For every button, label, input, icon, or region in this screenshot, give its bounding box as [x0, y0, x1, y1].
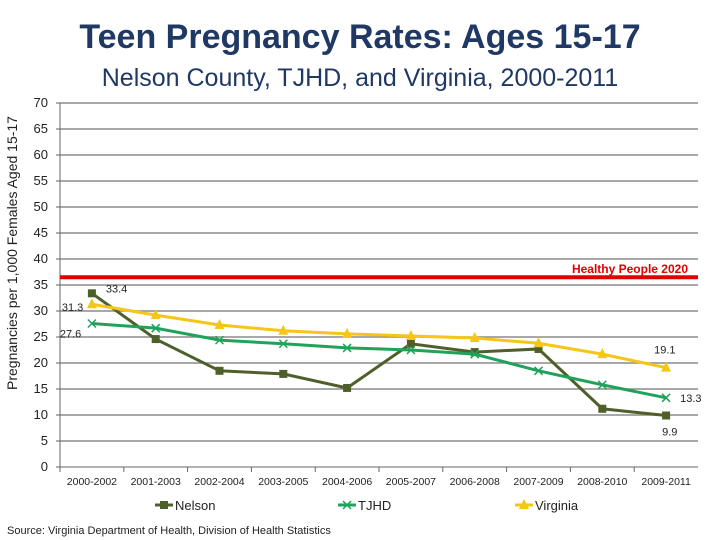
data-label: 33.4 [106, 283, 127, 295]
data-point-nelson [151, 335, 160, 344]
x-tick-label: 2008-2010 [577, 476, 627, 488]
series-line-virginia [91, 302, 667, 370]
data-point-tjhd [87, 318, 97, 329]
data-point-tjhd [470, 349, 480, 359]
y-tick-label: 0 [41, 459, 48, 474]
data-point-tjhd [151, 323, 161, 333]
y-tick-label: 20 [34, 355, 48, 370]
data-point-virginia [342, 327, 353, 338]
data-point-tjhd [406, 345, 416, 355]
x-tick-label: 2002-2004 [194, 476, 244, 488]
x-tick-label: 2004-2006 [322, 476, 372, 488]
y-tick-label: 10 [34, 407, 48, 422]
data-point-tjhd [278, 339, 288, 349]
data-point-nelson [406, 339, 415, 348]
reference-line-label: Healthy People 2020 [572, 262, 688, 276]
x-tick-label: 2001-2003 [131, 476, 181, 488]
data-label: 27.6 [60, 328, 81, 340]
data-point-tjhd [661, 393, 671, 403]
data-point-virginia [278, 324, 289, 335]
data-point-tjhd [342, 343, 352, 353]
x-tick-label: 2005-2007 [386, 476, 436, 488]
legend-label: Virginia [535, 498, 579, 513]
legend-marker [519, 499, 529, 509]
x-tick-label: 2006-2008 [450, 476, 500, 488]
data-point-tjhd [214, 335, 225, 345]
x-tick-label: 2000-2002 [67, 476, 117, 488]
chart-subtitle: Nelson County, TJHD, and Virginia, 2000-… [101, 64, 619, 92]
data-point-nelson [534, 344, 543, 353]
data-point-virginia [86, 298, 97, 309]
legend-marker [160, 501, 168, 509]
y-tick-label: 40 [34, 251, 48, 266]
data-point-nelson [470, 348, 479, 357]
legend-label: Nelson [175, 498, 215, 513]
series-line-tjhd [91, 321, 667, 400]
data-label: 13.3 [680, 393, 701, 405]
y-tick-label: 65 [34, 121, 48, 136]
data-point-virginia [150, 309, 161, 320]
data-point-tjhd [597, 380, 607, 390]
data-point-virginia [469, 332, 480, 343]
data-point-nelson [662, 411, 671, 420]
data-point-virginia [661, 361, 672, 372]
legend-label: TJHD [358, 498, 391, 513]
data-point-virginia [533, 337, 544, 348]
y-tick-label: 45 [34, 225, 48, 240]
y-tick-label: 5 [41, 433, 48, 448]
data-label: 31.3 [62, 302, 83, 314]
data-point-nelson [279, 369, 288, 378]
data-point-virginia [214, 319, 225, 330]
data-point-nelson [87, 289, 96, 298]
x-tick-label: 2003-2005 [258, 476, 308, 488]
legend-marker [342, 500, 352, 510]
y-tick-label: 35 [34, 277, 48, 292]
y-tick-label: 70 [34, 95, 48, 110]
y-tick-label: 60 [34, 147, 48, 162]
y-tick-label: 25 [34, 329, 48, 344]
data-point-nelson [215, 366, 224, 375]
data-point-nelson [343, 383, 352, 392]
y-tick-label: 15 [34, 381, 48, 396]
x-tick-label: 2007-2009 [513, 476, 563, 488]
y-tick-label: 55 [34, 173, 48, 188]
x-tick-label: 2009-2011 [641, 476, 691, 488]
data-point-virginia [597, 348, 608, 359]
y-tick-label: 50 [34, 199, 48, 214]
data-point-virginia [405, 329, 416, 340]
data-label: 19.1 [654, 345, 675, 357]
y-tick-label: 30 [34, 303, 48, 318]
data-label: 9.9 [662, 427, 677, 439]
data-point-nelson [598, 404, 607, 413]
chart-title: Teen Pregnancy Rates: Ages 15-17 [79, 18, 641, 56]
data-point-tjhd [533, 366, 544, 376]
source-note: Source: Virginia Department of Health, D… [7, 525, 331, 537]
